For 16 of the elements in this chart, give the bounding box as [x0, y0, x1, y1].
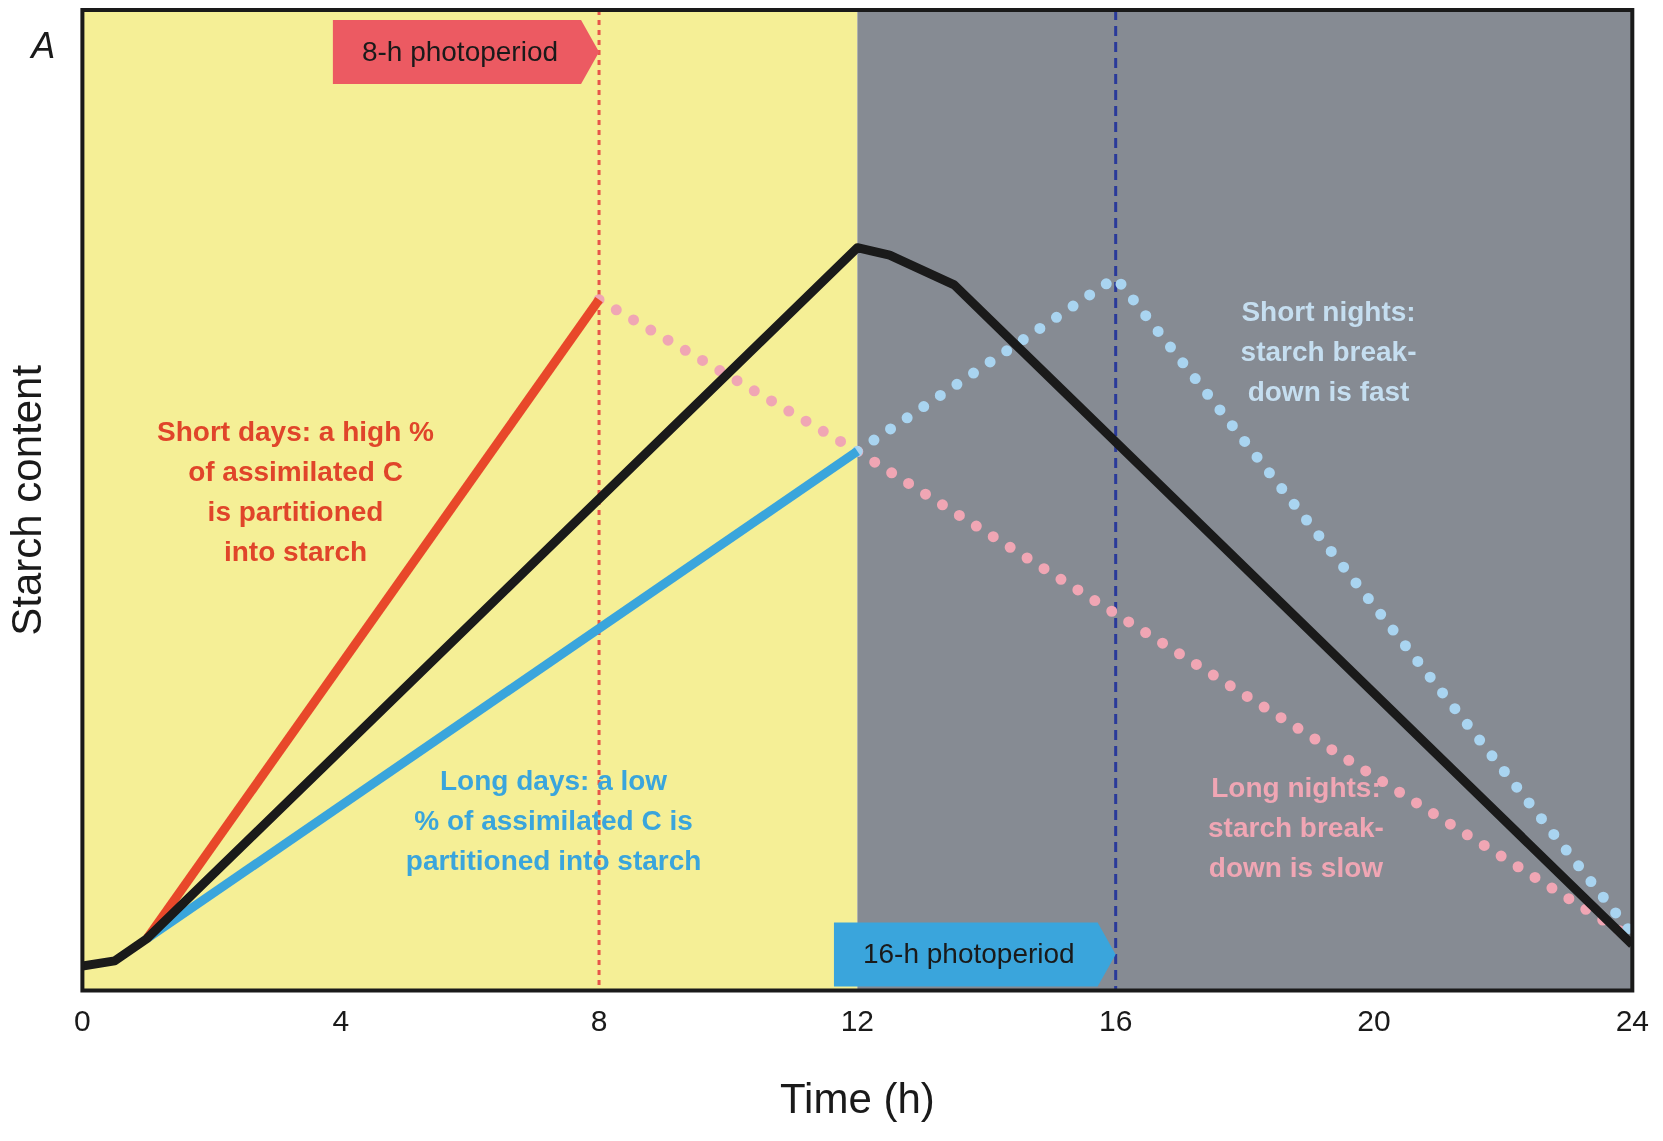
x-tick-label: 24	[1615, 1003, 1649, 1037]
x-tick-label: 16	[1098, 1003, 1133, 1037]
annotation: Long nights: starch break- down is slow	[1208, 771, 1384, 883]
x-tick-label: 8	[590, 1003, 608, 1037]
x-tick-label: 12	[840, 1003, 875, 1037]
ref-line-label: 16-h photoperiod	[862, 938, 1075, 970]
chart-title: A	[29, 25, 56, 67]
annotation: Short nights: starch break- down is fast	[1240, 296, 1417, 407]
x-axis-title: Time (h)	[779, 1075, 935, 1123]
ref-line-label: 8-h photoperiod	[361, 35, 559, 67]
annotation: Short days: a high % of assimilated C is partitioned into starch	[157, 415, 435, 567]
x-tick-label: 20	[1357, 1003, 1391, 1037]
x-tick-label: 4	[332, 1003, 350, 1037]
annotation: Long days: a low % of assimilated C is partitioned into starch	[405, 764, 702, 876]
x-tick-label: 0	[74, 1003, 91, 1037]
y-axis-title: Starch content	[2, 364, 50, 636]
